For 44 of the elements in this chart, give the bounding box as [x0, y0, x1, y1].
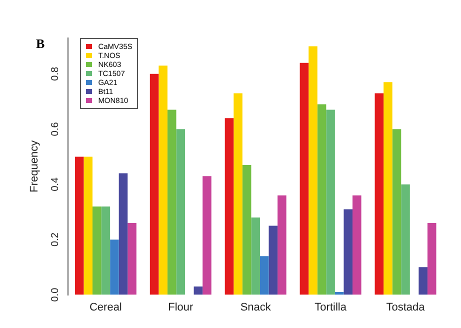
y-tick-label: 0.8 — [50, 66, 61, 81]
bar — [101, 206, 110, 295]
y-tick-label: 0.4 — [50, 176, 61, 192]
bar — [427, 223, 436, 295]
bar — [344, 209, 353, 295]
bar — [158, 66, 168, 295]
bar — [374, 93, 384, 295]
bar — [401, 184, 410, 295]
x-tick-label: Tostada — [386, 301, 426, 314]
bar — [326, 110, 335, 295]
y-tick-label: 0.0 — [50, 287, 61, 302]
y-axis-title: Frequency — [28, 140, 41, 192]
bar — [176, 129, 186, 295]
bar — [352, 195, 362, 295]
x-tick-label: Snack — [240, 301, 272, 314]
bar — [260, 256, 269, 295]
y-tick-label: 0.6 — [50, 122, 61, 136]
bar — [418, 267, 428, 295]
bar — [384, 82, 392, 295]
bar — [118, 173, 128, 295]
x-tick-label: Flour — [168, 301, 194, 314]
bar — [194, 286, 203, 295]
bar — [308, 46, 318, 295]
bar — [150, 74, 159, 295]
bar — [317, 104, 326, 295]
bar — [392, 129, 402, 295]
bar — [74, 156, 84, 295]
bar — [110, 240, 119, 295]
text: B — [36, 36, 45, 52]
x-tick-label: Cereal — [89, 301, 122, 314]
bar — [224, 118, 234, 295]
x-tick-label: Tortilla — [314, 301, 348, 314]
bar — [92, 206, 102, 295]
bar — [202, 176, 212, 295]
bar — [268, 226, 278, 295]
bar — [242, 165, 252, 295]
bar — [251, 217, 260, 295]
bar — [167, 110, 176, 295]
bar — [278, 195, 286, 295]
bar — [234, 93, 242, 295]
bar — [300, 62, 309, 295]
y-tick-label: 0.2 — [50, 232, 61, 247]
bar — [128, 223, 136, 295]
bar — [84, 156, 93, 295]
